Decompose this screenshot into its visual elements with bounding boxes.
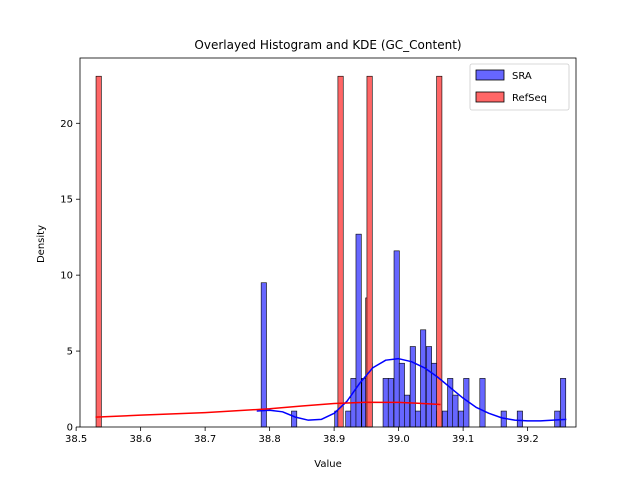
axes-layer: [79, 57, 577, 428]
sra-bar-0: [260, 282, 267, 428]
kde-layer: [95, 357, 567, 422]
x-axis-label: Value: [314, 459, 341, 470]
x-tick-label: 38.7: [194, 434, 216, 445]
sra-bar-12: [404, 394, 410, 428]
sra-kde-line: [256, 357, 567, 422]
sra-bar-15: [420, 329, 427, 428]
x-tick-label: 38.6: [129, 434, 151, 445]
y-tick-label: 5: [67, 347, 73, 358]
x-tick-label: 38.8: [258, 434, 280, 445]
y-ticks: 0 5 10 15 20: [60, 119, 80, 434]
legend-label-sra: SRA: [512, 71, 532, 82]
sra-bar-3: [345, 410, 352, 428]
sra-bar-11: [398, 362, 405, 428]
legend: SRA RefSeq: [469, 63, 570, 111]
sra-bar-16: [425, 346, 432, 428]
x-ticks: 38.5 38.6 38.7 38.8 38.9 39.0 39.1 39.2: [65, 427, 539, 445]
sra-bar-23: [463, 378, 470, 428]
plot-frame: [79, 57, 577, 428]
legend-swatch-refseq: [475, 91, 505, 103]
x-tick-label: 38.9: [323, 434, 345, 445]
legend-swatch-sra: [475, 69, 505, 81]
sra-bar-21: [452, 394, 459, 428]
sra-bar-13: [409, 346, 416, 428]
sra-bar-1: [291, 410, 298, 428]
chart-title: Overlayed Histogram and KDE (GC_Content): [194, 38, 461, 52]
y-tick-label: 20: [60, 119, 73, 130]
sra-bar-24: [479, 378, 486, 428]
refseq-bar-0: [95, 75, 102, 428]
y-axis-label: Density: [36, 225, 47, 263]
y-tick-label: 0: [67, 423, 73, 434]
x-tick-label: 38.5: [65, 434, 87, 445]
x-tick-label: 39.1: [452, 434, 474, 445]
y-tick-label: 10: [60, 271, 73, 282]
x-tick-label: 39.0: [387, 434, 409, 445]
legend-label-refseq: RefSeq: [512, 93, 547, 104]
sra-bar-26: [516, 410, 523, 428]
sra-bar-27: [554, 410, 561, 428]
x-tick-label: 39.2: [516, 434, 538, 445]
sra-bar-5: [355, 233, 362, 428]
bars-layer: [95, 75, 567, 428]
sra-bar-22: [458, 410, 465, 428]
refseq-bar-1: [337, 75, 344, 428]
refseq-bar-4: [436, 75, 443, 428]
y-tick-label: 15: [60, 195, 73, 206]
sra-bar-19: [442, 410, 449, 428]
refseq-kde-line: [95, 401, 441, 418]
sra-bar-10: [393, 250, 400, 428]
sra-bar-14: [414, 410, 421, 428]
